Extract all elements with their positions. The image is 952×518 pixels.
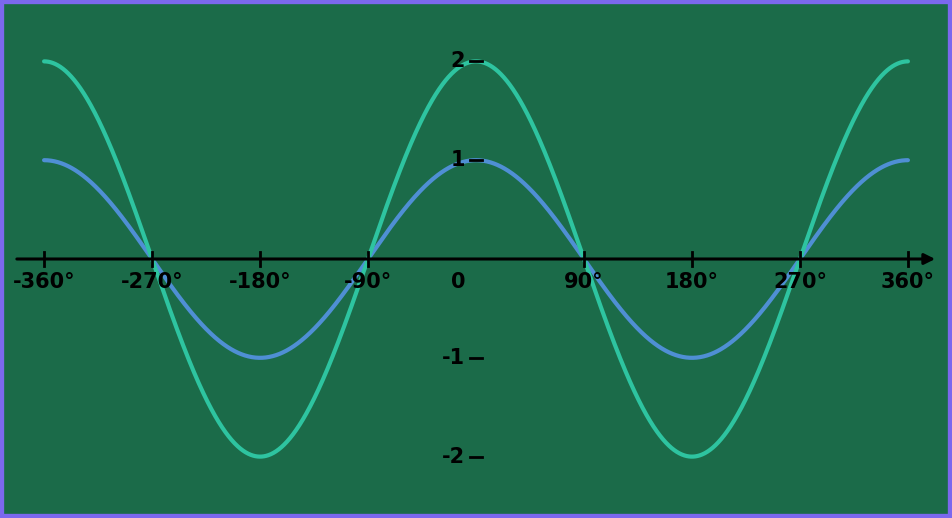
Text: -1: -1	[442, 348, 466, 368]
Text: 90°: 90°	[565, 272, 604, 292]
Text: -360°: -360°	[12, 272, 75, 292]
Text: -2: -2	[442, 447, 466, 467]
Text: -270°: -270°	[121, 272, 184, 292]
Text: 1: 1	[450, 150, 466, 170]
Text: 180°: 180°	[664, 272, 719, 292]
Text: 0: 0	[450, 272, 466, 292]
Text: -180°: -180°	[228, 272, 291, 292]
Text: 360°: 360°	[881, 272, 935, 292]
Text: 2: 2	[450, 51, 466, 71]
Text: 270°: 270°	[773, 272, 827, 292]
Text: -90°: -90°	[344, 272, 392, 292]
